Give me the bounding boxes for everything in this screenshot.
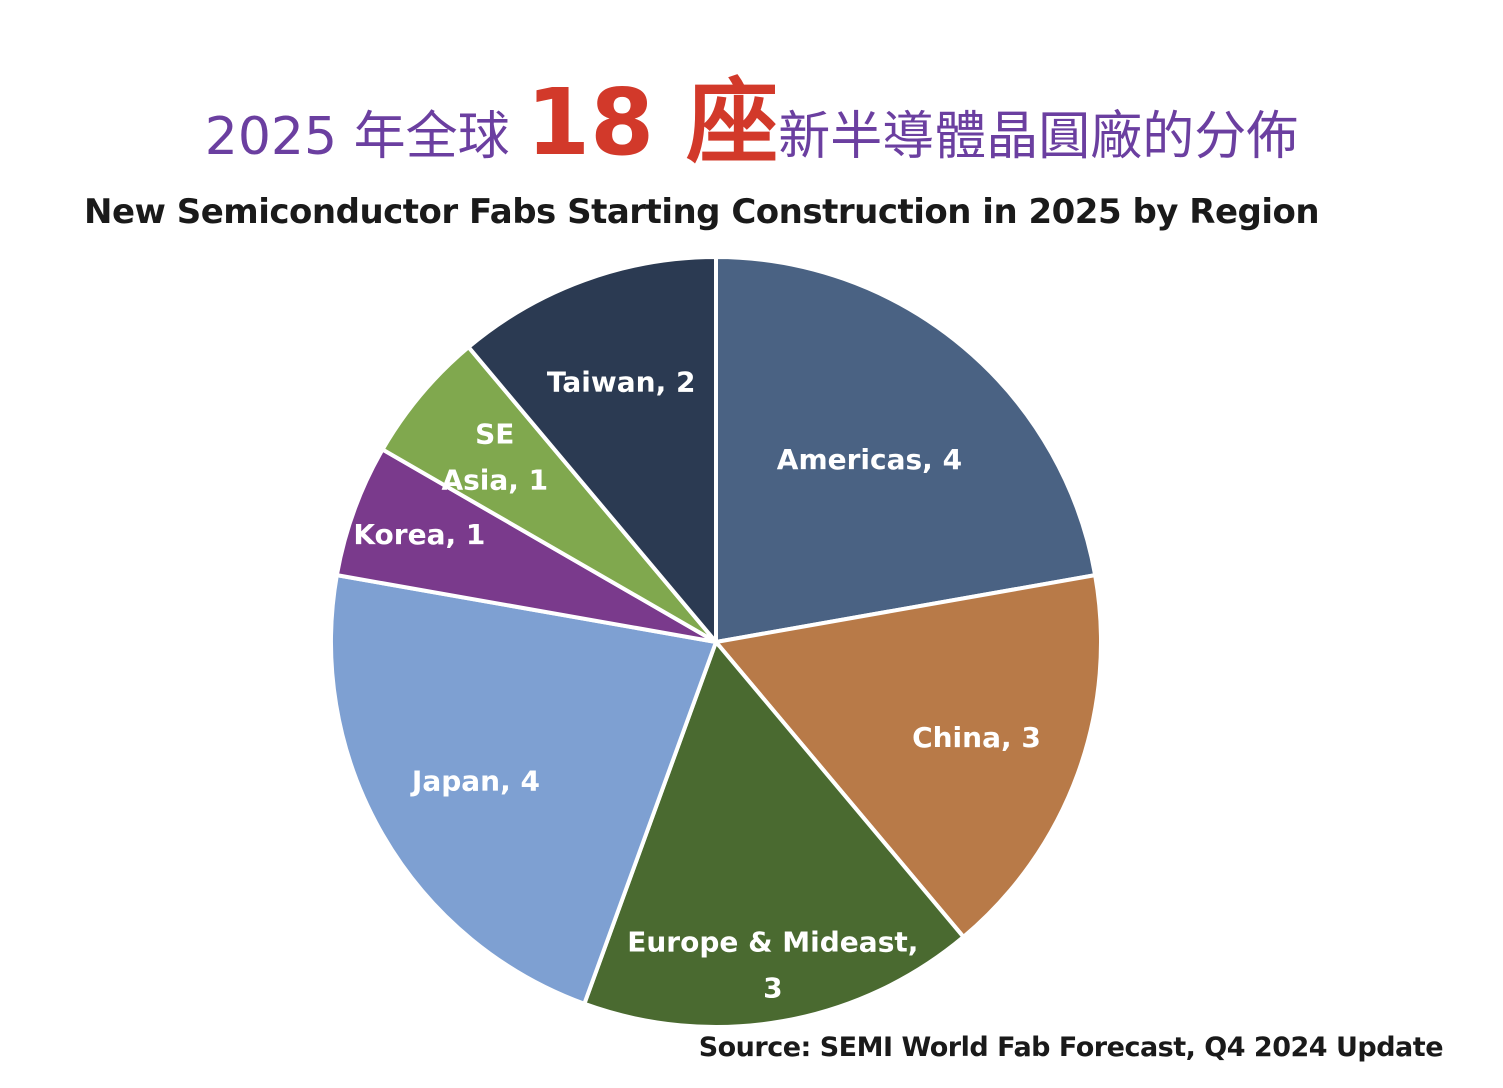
pie-slice-taiwan <box>465 254 718 648</box>
slice-label: Korea, 1 <box>353 518 485 551</box>
pie-slice-korea <box>334 446 717 644</box>
pie-slice-europe-mideast <box>581 638 967 1029</box>
slice-label: Americas, 4 <box>777 443 962 476</box>
pie-slice-americas <box>714 254 1098 645</box>
pie-slice-china <box>712 572 1103 940</box>
slice-label: Japan, 4 <box>410 765 540 798</box>
slice-label: China, 3 <box>912 721 1041 754</box>
source-note: Source: SEMI World Fab Forecast, Q4 2024… <box>698 1032 1444 1063</box>
headline-highlight: 18 座 <box>526 69 779 176</box>
slice-label: Europe & Mideast, 3 <box>627 925 918 1004</box>
slice-label: Taiwan, 2 <box>547 366 696 399</box>
pie-slice-japan <box>329 572 719 1007</box>
pie-slice-se-asia <box>379 344 718 644</box>
headline-prefix: 2025 年全球 <box>204 107 527 167</box>
slice-label: SE Asia, 1 <box>441 417 548 496</box>
headline-suffix: 新半導體晶圓廠的分佈 <box>778 107 1299 167</box>
chart-title: New Semiconductor Fabs Starting Construc… <box>84 192 1320 232</box>
headline: 2025 年全球 18 座新半導體晶圓廠的分佈 <box>0 48 1503 181</box>
